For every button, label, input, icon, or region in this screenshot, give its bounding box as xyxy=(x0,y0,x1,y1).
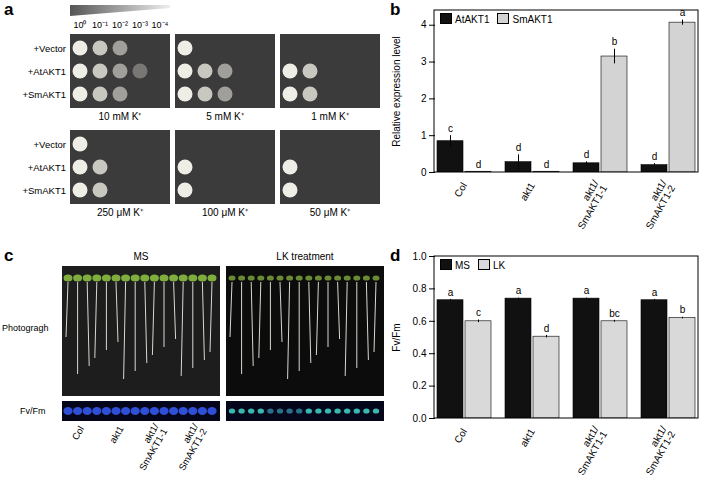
svg-text:d: d xyxy=(652,151,658,162)
svg-text:0.4: 0.4 xyxy=(413,348,427,359)
svg-text:a: a xyxy=(516,285,522,296)
html-text:SmAKT1: SmAKT1 xyxy=(512,14,553,25)
svg-text:10⁻²: 10⁻² xyxy=(112,20,128,30)
svg-text:+AtAKT1: +AtAKT1 xyxy=(28,162,66,173)
svg-text:bc: bc xyxy=(609,308,620,319)
svg-text:b: b xyxy=(612,36,618,47)
svg-text:10⁻¹: 10⁻¹ xyxy=(92,20,108,30)
svg-text:4: 4 xyxy=(421,19,427,30)
svg-text:0.2: 0.2 xyxy=(413,380,427,391)
svg-text:a: a xyxy=(448,287,454,298)
svg-text:+Vector: +Vector xyxy=(34,43,66,54)
svg-text:0: 0 xyxy=(421,167,427,178)
svg-text:250 μM K⁺: 250 μM K⁺ xyxy=(97,207,144,218)
svg-text:akt1/: akt1/ xyxy=(180,421,201,445)
svg-text:1.0: 1.0 xyxy=(413,251,427,262)
svg-text:akt1: akt1 xyxy=(107,424,126,445)
svg-text:d: d xyxy=(516,142,522,153)
svg-text:2: 2 xyxy=(421,93,427,104)
svg-text:0.8: 0.8 xyxy=(413,283,427,294)
svg-text:10 mM K⁺: 10 mM K⁺ xyxy=(98,111,142,122)
svg-text:a: a xyxy=(680,7,686,18)
svg-text:c: c xyxy=(476,307,481,318)
html-text:a: a xyxy=(4,0,14,19)
html-text:AtAKT1: AtAKT1 xyxy=(455,14,490,25)
svg-text:+AtAKT1: +AtAKT1 xyxy=(28,66,66,77)
svg-text:akt1/SmAKT1-1: akt1/SmAKT1-1 xyxy=(567,424,610,477)
svg-text:d: d xyxy=(544,159,550,170)
html-text:b: b xyxy=(390,0,401,19)
svg-text:Photogragh: Photogragh xyxy=(2,323,49,333)
svg-text:a: a xyxy=(584,285,590,296)
svg-text:Fv/Fm: Fv/Fm xyxy=(391,323,402,351)
svg-text:+SmAKT1: +SmAKT1 xyxy=(22,185,66,196)
svg-text:d: d xyxy=(584,149,590,160)
svg-text:100 μM K⁺: 100 μM K⁺ xyxy=(202,207,249,218)
html-text:MS: MS xyxy=(455,260,470,271)
svg-text:b: b xyxy=(680,304,686,315)
svg-text:akt1/: akt1/ xyxy=(140,421,161,445)
html-text:LK: LK xyxy=(493,260,506,271)
svg-text:LK treatment: LK treatment xyxy=(276,251,333,262)
svg-text:1 mM K⁺: 1 mM K⁺ xyxy=(311,111,349,122)
svg-text:Fv/Fm: Fv/Fm xyxy=(20,406,46,416)
svg-text:SmAKT1-2: SmAKT1-2 xyxy=(176,427,209,473)
svg-text:SmAKT1-1: SmAKT1-1 xyxy=(137,427,170,473)
svg-text:3: 3 xyxy=(421,56,427,67)
html-text:d: d xyxy=(390,246,401,265)
svg-text:10⁻³: 10⁻³ xyxy=(132,20,148,30)
svg-text:1: 1 xyxy=(421,130,427,141)
svg-text:10⁰: 10⁰ xyxy=(73,20,86,30)
svg-text:50 μM K⁺: 50 μM K⁺ xyxy=(310,207,351,218)
svg-text:Relative expression level: Relative expression level xyxy=(391,36,402,147)
svg-text:0.0: 0.0 xyxy=(413,413,427,424)
svg-text:Col: Col xyxy=(452,427,469,446)
svg-text:0.6: 0.6 xyxy=(413,316,427,327)
svg-text:5 mM K⁺: 5 mM K⁺ xyxy=(206,111,244,122)
svg-text:MS: MS xyxy=(134,251,149,262)
svg-text:d: d xyxy=(476,159,482,170)
svg-text:d: d xyxy=(544,323,550,334)
svg-text:akt1: akt1 xyxy=(518,180,537,202)
svg-text:Col: Col xyxy=(69,424,86,442)
svg-text:+Vector: +Vector xyxy=(34,139,66,150)
svg-text:a: a xyxy=(652,287,658,298)
svg-text:akt1/SmAKT1-2: akt1/SmAKT1-2 xyxy=(635,424,678,477)
svg-text:akt1/SmAKT1-1: akt1/SmAKT1-1 xyxy=(567,178,610,231)
svg-text:akt1/SmAKT1-2: akt1/SmAKT1-2 xyxy=(635,178,678,231)
svg-text:+SmAKT1: +SmAKT1 xyxy=(22,89,66,100)
svg-text:10⁻⁴: 10⁻⁴ xyxy=(152,20,169,30)
svg-text:akt1: akt1 xyxy=(518,426,537,448)
html-text:c: c xyxy=(4,246,14,265)
svg-text:c: c xyxy=(448,123,453,134)
svg-text:Col: Col xyxy=(452,181,469,200)
